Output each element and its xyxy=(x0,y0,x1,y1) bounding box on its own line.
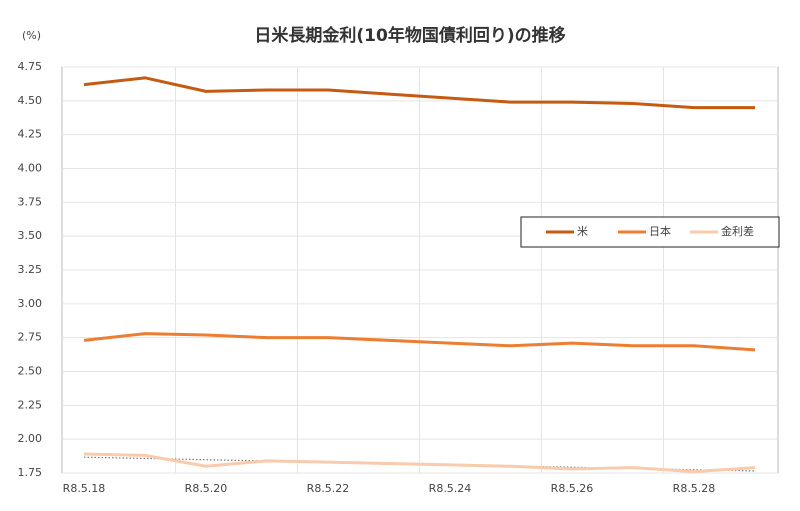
y-tick-label: 2.50 xyxy=(18,365,43,378)
y-tick-label: 3.75 xyxy=(18,195,43,208)
series-line xyxy=(83,332,756,352)
chart-title: 日米長期金利(10年物国債利回り)の推移 xyxy=(254,25,565,46)
legend-label: 金利差 xyxy=(721,224,754,238)
legend-label: 米 xyxy=(577,225,588,238)
y-tick-label: 4.50 xyxy=(18,94,43,107)
x-tick-label: R8.5.20 xyxy=(185,482,228,495)
y-tick-label: 4.25 xyxy=(18,128,43,141)
legend-label: 日本 xyxy=(649,224,671,238)
y-tick-label: 3.50 xyxy=(18,229,43,242)
y-tick-label: 1.75 xyxy=(18,466,43,479)
series-line xyxy=(83,452,756,474)
y-tick-label: 3.00 xyxy=(18,297,43,310)
y-tick-label: 4.00 xyxy=(18,162,43,175)
x-tick-label: R8.5.18 xyxy=(63,482,106,495)
series-line xyxy=(83,76,755,110)
y-tick-label: 2.00 xyxy=(18,432,43,445)
y-tick-label: 4.75 xyxy=(18,60,43,73)
x-tick-label: R8.5.28 xyxy=(673,482,716,495)
x-tick-label: R8.5.26 xyxy=(551,482,594,495)
y-unit: (%) xyxy=(22,29,41,42)
x-tick-label: R8.5.24 xyxy=(429,482,472,495)
x-tick-label: R8.5.22 xyxy=(307,482,350,495)
y-tick-label: 3.25 xyxy=(18,263,43,276)
y-tick-label: 2.25 xyxy=(18,398,43,411)
y-tick-label: 2.75 xyxy=(18,331,43,344)
